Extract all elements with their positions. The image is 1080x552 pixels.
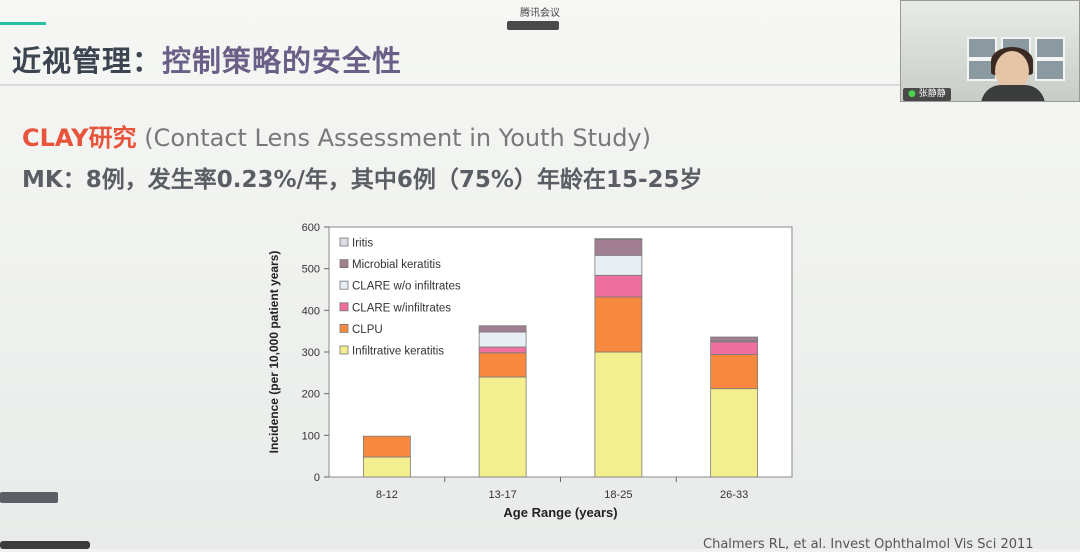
- x-tick-label: 18-25: [604, 489, 632, 501]
- bar-segment: [594, 351, 643, 478]
- x-tick-label: 8-12: [376, 489, 398, 501]
- y-tick-label: 400: [302, 305, 320, 317]
- study-line: CLAY研究 (Contact Lens Assessment in Youth…: [22, 118, 651, 153]
- y-tick-label: 200: [302, 389, 320, 401]
- wall-picture: [1035, 37, 1065, 59]
- y-tick-label: 0: [314, 472, 320, 484]
- bar-segment: [478, 376, 527, 478]
- slide-title: 近视管理：控制策略的安全性: [12, 38, 402, 80]
- legend-label: Infiltrative keratitis: [352, 346, 444, 358]
- legend-label: CLPU: [352, 324, 383, 336]
- bar-segment: [362, 435, 411, 458]
- bar-segment: [362, 456, 411, 478]
- legend-label: Microbial keratitis: [352, 259, 441, 271]
- legend-swatch: [339, 259, 349, 268]
- bottom-toolbar[interactable]: [0, 541, 90, 549]
- y-tick-label: 100: [302, 430, 320, 442]
- legend-label: CLARE w/o infiltrates: [352, 281, 461, 293]
- participant-face: [995, 51, 1029, 91]
- legend-swatch: [339, 302, 349, 312]
- bar-segment: [710, 354, 759, 390]
- x-tick-label: 13-17: [489, 489, 517, 501]
- y-tick-label: 300: [302, 347, 320, 359]
- study-fullname: (Contact Lens Assessment in Youth Study): [136, 124, 651, 152]
- screen-share-bar[interactable]: [0, 492, 58, 503]
- y-axis-label: Incidence (per 10,000 patient years): [267, 251, 281, 454]
- wall-picture: [1035, 59, 1065, 81]
- microphone-icon: ●: [908, 89, 916, 99]
- participant-body: [981, 85, 1045, 101]
- meeting-app-title: 腾讯会议: [520, 8, 560, 19]
- y-tick-label: 500: [302, 264, 320, 276]
- x-tick-label: 26-33: [720, 489, 748, 501]
- y-tick-label: 600: [302, 222, 320, 234]
- bar-segment: [594, 296, 643, 353]
- slide-title-main: 近视管理：: [12, 44, 163, 78]
- bar-segment: [710, 341, 759, 355]
- legend-swatch: [339, 280, 349, 290]
- study-name: CLAY研究: [22, 124, 137, 152]
- bar-segment: [594, 238, 643, 240]
- legend-label: Iritis: [352, 238, 373, 250]
- meeting-status-badge[interactable]: [507, 21, 559, 30]
- bar-segment: [594, 274, 643, 298]
- bar-segment: [594, 254, 643, 276]
- legend-swatch: [339, 324, 349, 333]
- accent-bar: [0, 22, 46, 25]
- participant-name-tag: ● 张静静: [903, 88, 951, 101]
- legend-swatch: [339, 345, 349, 355]
- bar-segment: [710, 388, 759, 478]
- citation: Chalmers RL, et al. Invest Ophthalmol Vi…: [703, 537, 1034, 552]
- bar-segment: [710, 336, 759, 342]
- bar-segment: [478, 331, 527, 348]
- title-divider: [0, 84, 900, 86]
- incidence-chart: 0 100 200 300 400 500 600 8-12 13-17 18-25 26-33 Ag…: [267, 222, 793, 520]
- slide-title-sub: 控制策略的安全性: [162, 44, 403, 78]
- participant-video[interactable]: ● 张静静: [900, 0, 1080, 102]
- legend-swatch: [339, 237, 349, 247]
- legend-label: CLARE w/infiltrates: [352, 302, 451, 314]
- bar-segment: [594, 239, 643, 256]
- bar-segment: [478, 352, 527, 378]
- bar-segment: [478, 346, 527, 354]
- x-axis-label: Age Range (years): [503, 505, 617, 520]
- mk-incidence-line: MK：8例，发生率0.23%/年，其中6例（75%）年龄在15-25岁: [22, 167, 703, 193]
- bar-segment: [478, 325, 527, 333]
- participant-name: 张静静: [918, 89, 946, 99]
- wall-picture: [967, 37, 997, 59]
